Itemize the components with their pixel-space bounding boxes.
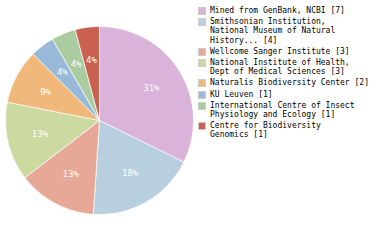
html-text:Wellcome Sanger Institute [3]: Wellcome Sanger Institute [3] <box>210 46 350 56</box>
html-text:National Institute of Health,: National Institute of Health, Dept of Me… <box>210 57 350 77</box>
html-text:Mined from GenBank, NCBI [7]: Mined from GenBank, NCBI [7] <box>210 6 345 15</box>
html-text:Centre for Biodiversity Genomi: Centre for Biodiversity Genomics [1] <box>210 121 321 140</box>
svg-text:13%: 13% <box>32 129 49 139</box>
html-text:KU Leuven [1]: KU Leuven [1] <box>210 89 273 99</box>
svg-text:4%: 4% <box>57 67 68 77</box>
html-text:Smithsonian Institution, Natio: Smithsonian Institution, National Museum… <box>210 17 336 45</box>
svg-text:4%: 4% <box>71 59 82 69</box>
html-text:Naturalis Biodiversity Center: Naturalis Biodiversity Center [2] <box>210 78 369 88</box>
svg-text:13%: 13% <box>63 169 80 179</box>
svg-text:31%: 31% <box>143 83 160 93</box>
svg-text:9%: 9% <box>40 87 51 97</box>
svg-text:18%: 18% <box>122 168 139 178</box>
svg-text:4%: 4% <box>86 55 97 65</box>
html-text:International Centre of Insect: International Centre of Insect Physiolog… <box>210 100 355 119</box>
